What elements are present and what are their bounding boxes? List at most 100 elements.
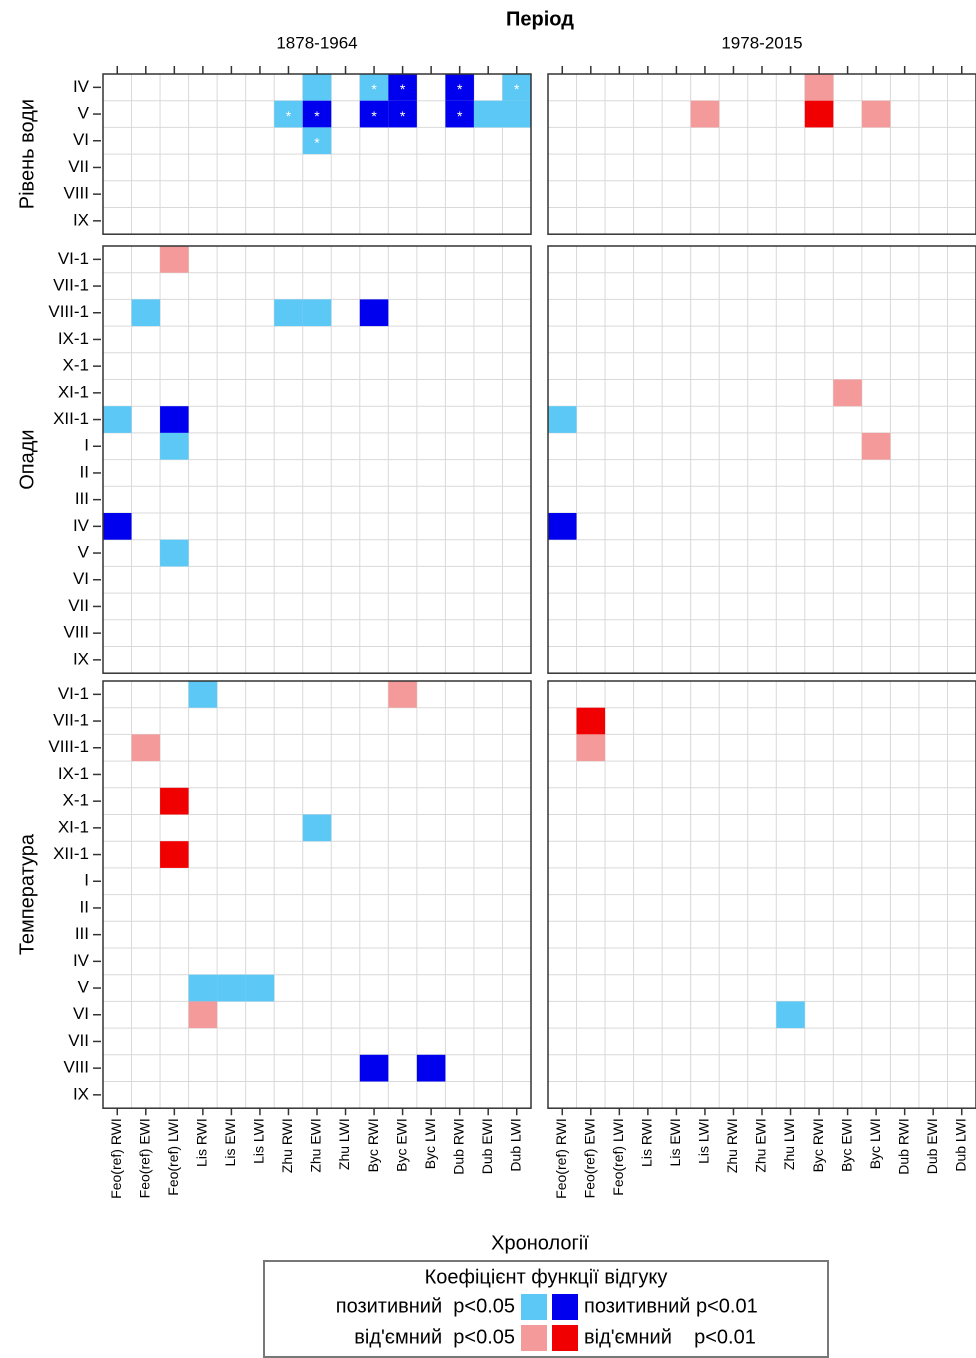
tile <box>388 74 417 101</box>
x-axis-title: Хронології <box>491 1232 589 1254</box>
significance-star: * <box>371 81 377 97</box>
x-tick-label: Byc EWI <box>838 1118 854 1172</box>
significance-star: * <box>314 134 320 150</box>
row-label: IX-1 <box>58 764 89 783</box>
chart-title: Період <box>506 8 574 30</box>
x-tick-label: Feo(ref) EWI <box>137 1118 153 1198</box>
row-label: VIII <box>63 1058 89 1077</box>
row-label: I <box>84 871 89 890</box>
tile <box>548 513 577 540</box>
facet-label: Температура <box>16 833 38 955</box>
significance-star: * <box>286 108 292 124</box>
tile <box>217 974 246 1002</box>
x-tick-label: Zhu EWI <box>753 1118 769 1172</box>
row-label: VI <box>73 1004 89 1023</box>
legend-swatch <box>552 1294 578 1320</box>
x-tick-label: Feo(ref) RWI <box>553 1118 569 1199</box>
significance-star: * <box>457 108 463 124</box>
tile <box>445 100 474 128</box>
tile <box>690 100 720 128</box>
row-label: VII <box>68 157 89 176</box>
x-tick-label: Dub RWI <box>450 1118 466 1175</box>
tile <box>302 299 332 327</box>
tile <box>359 100 389 128</box>
row-label: VIII <box>63 184 89 203</box>
x-tick-label: Zhu RWI <box>724 1118 740 1173</box>
x-tick-label: Feo(ref) LWI <box>610 1118 626 1196</box>
tile <box>302 127 332 155</box>
tile <box>188 681 218 708</box>
tile <box>188 974 218 1002</box>
x-tick-label: Feo(ref) RWI <box>108 1118 124 1199</box>
x-tick-label: Dub LWI <box>507 1118 523 1171</box>
row-label: IX <box>73 210 89 229</box>
tile <box>388 100 417 128</box>
tile <box>245 974 275 1002</box>
tile <box>160 406 189 433</box>
legend-label: від'ємний p<0.01 <box>584 1326 756 1348</box>
row-label: XII-1 <box>53 844 89 863</box>
tile <box>103 406 132 433</box>
x-tick-label: Lis RWI <box>194 1118 210 1167</box>
tile <box>861 100 891 128</box>
x-tick-label: Byc RWI <box>810 1118 826 1172</box>
tile <box>274 299 303 327</box>
row-label: II <box>80 897 89 916</box>
row-label: VII-1 <box>53 276 89 295</box>
tile <box>131 734 161 762</box>
tile <box>160 246 189 273</box>
x-tick-label: Feo(ref) LWI <box>165 1118 181 1196</box>
significance-star: * <box>457 81 463 97</box>
tile <box>302 100 332 128</box>
significance-star: * <box>400 108 406 124</box>
row-label: III <box>75 489 89 508</box>
tile <box>359 74 389 101</box>
tile <box>861 432 891 460</box>
significance-star: * <box>371 108 377 124</box>
x-tick-label: Lis EWI <box>222 1118 238 1166</box>
tile <box>548 406 577 433</box>
x-tick-label: Zhu LWI <box>336 1118 352 1170</box>
row-label: VII-1 <box>53 711 89 730</box>
legend-swatch <box>521 1325 547 1351</box>
x-tick-label: Byc LWI <box>867 1118 883 1169</box>
row-label: VI <box>73 569 89 588</box>
tile <box>576 734 606 762</box>
x-tick-label: Dub EWI <box>924 1118 940 1174</box>
x-tick-label: Byc EWI <box>393 1118 409 1172</box>
x-tick-label: Zhu RWI <box>279 1118 295 1173</box>
tile <box>388 681 417 708</box>
row-label: IX <box>73 1084 89 1103</box>
row-label: VI-1 <box>58 684 89 703</box>
legend-label: позитивний p<0.05 <box>336 1295 515 1317</box>
row-label: VII <box>68 1031 89 1050</box>
row-label: XI-1 <box>58 817 89 836</box>
row-label: IV <box>73 516 90 535</box>
row-label: XI-1 <box>58 382 89 401</box>
row-label: II <box>80 462 89 481</box>
row-label: XII-1 <box>53 409 89 428</box>
period-label: 1878-1964 <box>276 33 357 52</box>
tile <box>359 299 389 327</box>
tile <box>131 299 161 327</box>
tile <box>160 787 189 815</box>
row-label: III <box>75 924 89 943</box>
row-label: V <box>78 104 90 123</box>
tile <box>445 74 474 101</box>
legend-swatch <box>552 1325 578 1351</box>
row-label: VIII-1 <box>48 302 89 321</box>
significance-star: * <box>514 81 520 97</box>
tile <box>302 74 332 101</box>
row-label: VII <box>68 596 89 615</box>
tile <box>833 379 862 407</box>
row-label: VI <box>73 130 89 149</box>
tile <box>776 1001 805 1029</box>
tile <box>274 100 303 128</box>
legend-title: Коефіцієнт функції відгуку <box>425 1266 668 1288</box>
row-label: X-1 <box>63 791 89 810</box>
panel-border <box>547 245 976 674</box>
tile <box>804 100 834 128</box>
facet-label: Опади <box>16 429 38 489</box>
row-label: I <box>84 436 89 455</box>
row-label: V <box>78 543 90 562</box>
